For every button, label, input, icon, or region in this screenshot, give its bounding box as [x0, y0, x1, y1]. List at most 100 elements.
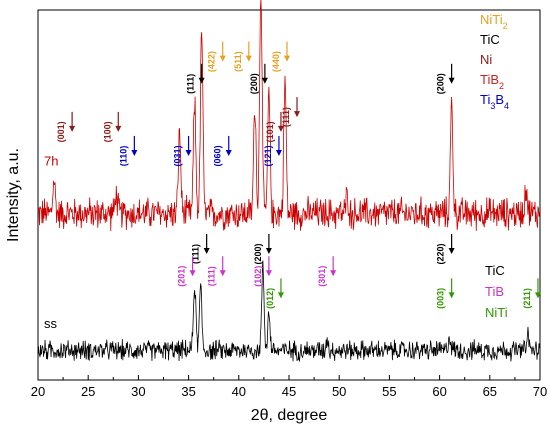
peak-arrow-head — [198, 77, 205, 84]
peak-annotation-label: (201) — [177, 266, 187, 287]
peak-annotation: (121) — [263, 135, 282, 166]
legend-bottom-entry: NiTi — [485, 305, 508, 320]
peak-annotation: (511) — [233, 41, 252, 72]
peak-arrow-head — [261, 77, 268, 84]
y-axis-label: Intensity, a.u. — [5, 148, 22, 242]
peak-annotation-label: (111) — [191, 244, 201, 264]
peak-annotation: (111) — [281, 97, 301, 127]
peak-annotation-label: (511) — [233, 51, 243, 72]
peak-annotation: (031) — [173, 135, 192, 166]
peak-arrow-head — [265, 270, 272, 277]
peak-annotation: (200) — [253, 234, 272, 265]
peak-annotation: (440) — [271, 41, 290, 72]
peak-arrow-head — [225, 149, 232, 156]
peak-annotation: (102) — [253, 256, 272, 287]
peak-annotation: (012) — [265, 278, 284, 309]
peak-annotation: (211) — [522, 278, 541, 309]
peak-annotation: (111) — [191, 234, 210, 264]
peak-annotation: (422) — [207, 41, 226, 72]
peak-annotation: (101) — [265, 111, 284, 142]
x-axis-label: 2θ, degree — [251, 407, 328, 424]
peak-annotation-label: (422) — [207, 51, 217, 72]
peak-annotation: (100) — [102, 111, 122, 142]
peak-annotation-label: (111) — [207, 266, 217, 286]
x-tick-label: 60 — [432, 384, 446, 399]
x-axis-ticks: 20 25 30 35 40 45 50 55 60 65 70 — [31, 375, 547, 399]
peak-arrow-head — [277, 292, 284, 299]
peak-arrow-head — [131, 149, 138, 156]
series-line-ss — [37, 260, 541, 363]
peak-annotation: (220) — [436, 234, 455, 265]
peak-annotation: (110) — [118, 135, 138, 167]
peak-annotation: (003) — [436, 278, 455, 309]
annotation-layer: (001) (100) (110) (031) (060) (121) (101) (111)… — [56, 41, 541, 309]
peak-arrow-head — [330, 270, 337, 277]
peak-annotation: (111) — [207, 256, 226, 286]
x-tick-label: 40 — [232, 384, 246, 399]
peak-annotation-label: (301) — [317, 266, 327, 287]
peak-annotation-label: (003) — [436, 288, 446, 309]
peak-arrow-head — [275, 149, 282, 156]
peak-arrow-head — [69, 125, 76, 132]
peak-arrow-head — [277, 125, 284, 132]
peak-annotation-label: (012) — [265, 288, 275, 309]
peak-arrow-head — [448, 292, 455, 299]
peak-arrow-head — [245, 55, 252, 62]
peak-annotation-label: (001) — [56, 121, 66, 142]
legend-bottom-entry: TiC — [485, 263, 505, 278]
peak-annotation-label: (200) — [249, 73, 259, 94]
peak-arrow-head — [219, 55, 226, 62]
peak-annotation: (060) — [213, 135, 232, 166]
x-tick-label: 70 — [533, 384, 547, 399]
peak-arrow-head — [219, 270, 226, 277]
x-tick-label: 35 — [181, 384, 195, 399]
plot-frame — [37, 9, 541, 381]
peak-annotation: (001) — [56, 111, 76, 142]
peak-annotation-label: (111) — [186, 74, 196, 94]
peak-annotation: (111) — [186, 63, 205, 94]
peak-annotation-label: (220) — [436, 243, 446, 264]
peak-arrow-head — [203, 248, 210, 254]
legend-top-entry: Ti3B4 — [480, 92, 509, 111]
peak-annotation-label: (121) — [263, 145, 273, 166]
legend-bottom-entry: TiB — [485, 284, 504, 299]
x-tick-label: 55 — [382, 384, 396, 399]
peak-annotation-label: (440) — [271, 51, 281, 72]
peak-annotation-label: (111) — [281, 107, 291, 127]
peak-annotation-label: (200) — [253, 243, 263, 264]
peak-annotation-label: (102) — [253, 266, 263, 287]
peak-annotation-label: (100) — [102, 121, 112, 142]
series-label-ss: ss — [44, 316, 58, 331]
legend-top-entry: TiB2 — [480, 72, 504, 91]
legend-top-entry: TiC — [480, 32, 500, 47]
peak-annotation-label: (060) — [213, 145, 223, 166]
x-tick-label: 50 — [332, 384, 346, 399]
peak-arrow-head — [448, 248, 455, 254]
peak-annotation-label: (031) — [173, 145, 183, 166]
peak-annotation: (200) — [436, 63, 455, 94]
peak-arrow-head — [294, 111, 301, 118]
peak-annotation: (200) — [249, 63, 268, 94]
peak-annotation-label: (110) — [118, 146, 128, 167]
legend-top-entry: NiTi2 — [480, 12, 508, 31]
series-layer: 7h ss — [37, 0, 541, 363]
peak-annotation: (301) — [317, 256, 337, 287]
x-tick-label: 30 — [131, 384, 145, 399]
peak-arrow-head — [265, 248, 272, 254]
peak-annotation-label: (211) — [522, 288, 532, 309]
peak-arrow-head — [283, 55, 290, 62]
peak-arrow-head — [534, 292, 541, 299]
peak-arrow-head — [115, 125, 122, 132]
peak-arrow-head — [189, 270, 196, 277]
x-tick-label: 45 — [282, 384, 296, 399]
peak-arrow-head — [448, 77, 455, 84]
peak-annotation-label: (101) — [265, 121, 275, 142]
series-line-7h — [37, 0, 541, 232]
peak-annotation-label: (200) — [436, 73, 446, 94]
x-tick-label: 25 — [81, 384, 95, 399]
peak-annotation: (201) — [177, 256, 196, 287]
series-label-7h: 7h — [44, 153, 58, 168]
x-tick-label: 20 — [31, 384, 45, 399]
